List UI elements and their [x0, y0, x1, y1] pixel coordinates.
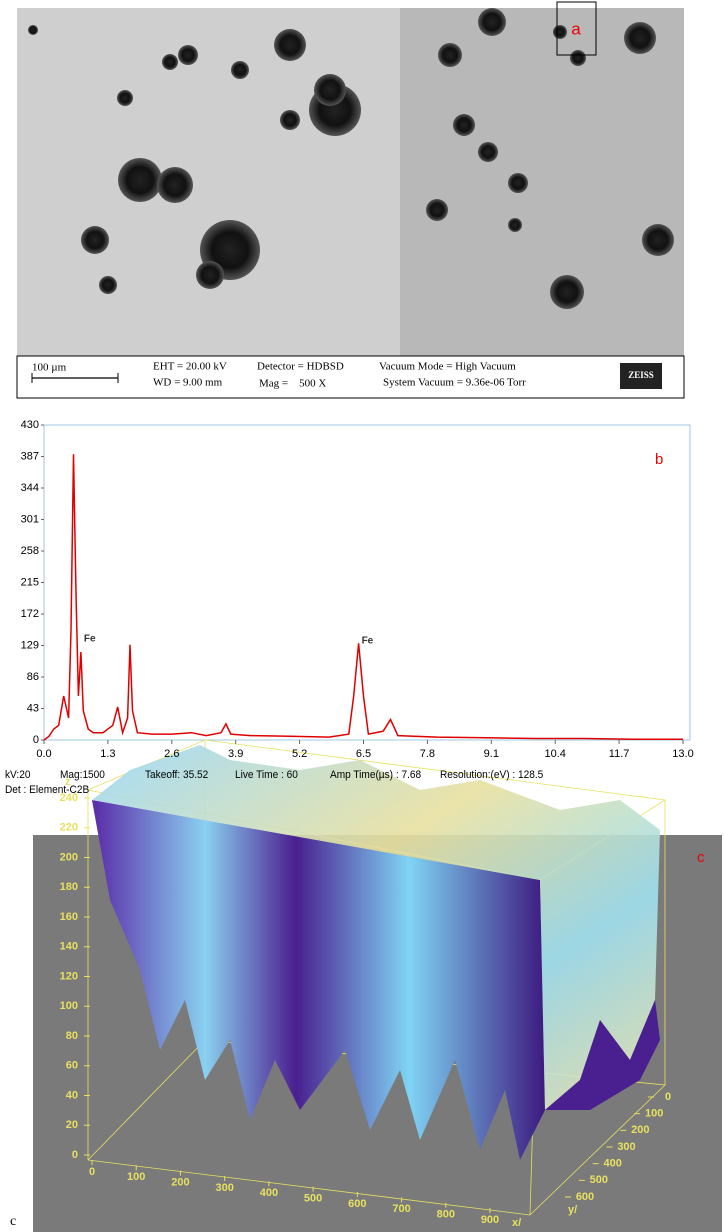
y-tick-label: 430 [21, 419, 39, 431]
plot-area [43, 424, 691, 741]
x-tick-label: 300 [215, 1182, 233, 1194]
z-tick-label: 120 [60, 970, 78, 982]
y-tick-label: 129 [21, 639, 39, 651]
y-tick-label: 86 [27, 671, 39, 683]
panel-label: c [697, 849, 705, 866]
x-tick-label: 900 [481, 1214, 499, 1226]
info-text: Det : Element-C2B [5, 784, 89, 796]
info-text: Live Time : 60 [235, 769, 298, 781]
x-tick-label: 10.4 [544, 748, 565, 760]
x-tick-label: 0 [89, 1166, 95, 1178]
x-tick-label: 800 [437, 1209, 455, 1221]
y-tick-label: 301 [21, 513, 39, 525]
y-tick-label: 172 [21, 608, 39, 620]
z-tick-label: 180 [60, 881, 78, 893]
spectrum [43, 454, 683, 741]
info-text: System Vacuum = 9.36e-06 Torr [383, 377, 526, 389]
info-text: Mag:1500 [60, 769, 105, 781]
scale-text: 100 µm [32, 362, 67, 374]
caption-letter: c [10, 1214, 16, 1229]
peak-label: Fe [84, 634, 96, 645]
z-tick-label: 40 [66, 1089, 78, 1101]
y-tick-label: 0 [665, 1091, 671, 1103]
y-tick-label: 300 [617, 1141, 635, 1153]
y-tick-label: 400 [603, 1158, 621, 1170]
surface-front [92, 800, 545, 1160]
sem-panel: a 100 µm EHT = 20.00 kV WD = 9.00 mm Det… [16, 1, 685, 399]
surface-panel [33, 739, 722, 1232]
info-text: Mag = 500 X [259, 378, 326, 390]
logo-box [620, 363, 662, 389]
info-text: Resolution:(eV) : 128.5 [440, 769, 543, 781]
z-tick-label: 20 [66, 1119, 78, 1131]
x-tick-label: 6.5 [356, 748, 371, 760]
x-tick-label: 13.0 [672, 748, 693, 760]
info-text: Detector = HDBSD [257, 361, 344, 373]
y-tick-label: 600 [576, 1191, 594, 1203]
x-axis-label: x/ [512, 1217, 521, 1229]
logo: ZEISS [628, 370, 654, 380]
surface-top [92, 745, 660, 1110]
z-tick-label: 60 [66, 1060, 78, 1072]
y-tick-label: 215 [21, 576, 39, 588]
sem-particles [28, 8, 674, 309]
x-tick-label: 500 [304, 1193, 322, 1205]
y-tick-label: 200 [631, 1124, 649, 1136]
info-text: Vacuum Mode = High Vacuum [379, 361, 516, 373]
info-text: Takeoff: 35.52 [145, 769, 208, 781]
z-tick-label: 0 [72, 1149, 78, 1161]
y-tick-label: 500 [590, 1174, 608, 1186]
x-tick-label: 400 [260, 1187, 278, 1199]
roi-box [556, 1, 597, 56]
x-tick-label: 600 [348, 1198, 366, 1210]
x-tick-label: 5.2 [292, 748, 307, 760]
y-tick-label: 0 [33, 734, 39, 746]
z-tick-label: 220 [60, 822, 78, 834]
info-text: WD = 9.00 mm [153, 377, 223, 389]
peak-label: Fe [362, 635, 374, 646]
z-tick-label: 240 [60, 792, 78, 804]
info-bar [16, 355, 685, 399]
x-tick-label: 1.3 [100, 748, 115, 760]
z-tick-label: 100 [60, 1000, 78, 1012]
z-tick-label: 160 [60, 911, 78, 923]
z-tick-label: 80 [66, 1030, 78, 1042]
panel-label: b [655, 451, 663, 468]
x-tick-label: 700 [392, 1203, 410, 1215]
y-tick-label: 258 [21, 545, 39, 557]
x-tick-label: 0.0 [36, 748, 51, 760]
info-text: EHT = 20.00 kV [153, 361, 227, 373]
z-tick-label: 140 [60, 941, 78, 953]
x-tick-label: 100 [127, 1171, 145, 1183]
info-text: Amp Time(µs) : 7.68 [330, 769, 421, 781]
y-tick-label: 387 [21, 450, 39, 462]
info-text: kV:20 [5, 769, 31, 781]
y-tick-label: 344 [21, 482, 39, 494]
x-tick-label: 3.9 [228, 748, 243, 760]
x-tick-label: 9.1 [484, 748, 499, 760]
y-tick-label: 100 [645, 1108, 663, 1120]
x-tick-label: 11.7 [609, 748, 630, 760]
x-tick-label: 2.6 [164, 748, 179, 760]
panel-label: a [571, 19, 581, 38]
surface-side [545, 1000, 660, 1110]
z-axis-label: z [65, 776, 71, 788]
y-axis-label: y/ [568, 1204, 577, 1216]
y-tick-label: 43 [27, 702, 39, 714]
z-tick-label: 200 [60, 851, 78, 863]
x-tick-label: 7.8 [420, 748, 435, 760]
x-tick-label: 200 [171, 1177, 189, 1189]
